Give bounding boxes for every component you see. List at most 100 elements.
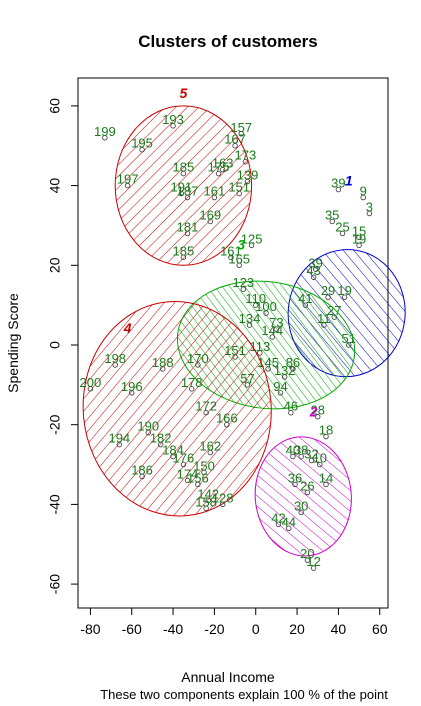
point-label: 158 (195, 494, 217, 509)
data-point (87, 386, 94, 392)
point-label: 14 (319, 470, 333, 485)
point-label: 10 (313, 451, 327, 466)
x-tick-label: -60 (122, 621, 142, 637)
data-point (253, 302, 259, 308)
data-point (290, 453, 296, 460)
data-point (360, 194, 366, 201)
x-tick-label: -20 (204, 621, 224, 637)
point-label: 194 (108, 431, 130, 446)
data-point (139, 473, 145, 480)
point-label: 94 (273, 379, 287, 394)
point-label: 43 (306, 263, 320, 278)
point-label: 3 (366, 199, 373, 214)
point-label: 199 (94, 124, 116, 139)
point-label: 185 (173, 243, 195, 258)
data-point (269, 334, 275, 340)
point-label: 188 (152, 355, 174, 370)
data-point (184, 194, 191, 201)
data-point (356, 242, 362, 249)
point-label: 176 (173, 451, 195, 466)
data-point (219, 501, 226, 508)
data-point (201, 469, 207, 476)
cluster-ellipse (82, 301, 272, 517)
point-label: 172 (195, 399, 217, 414)
data-point (308, 457, 315, 464)
data-point (290, 366, 296, 372)
data-point (273, 326, 280, 332)
y-tick-label: 20 (47, 257, 63, 273)
y-tick-label: -60 (47, 574, 63, 594)
data-point (224, 421, 230, 428)
point-label: 185 (173, 160, 195, 175)
point-label: 178 (181, 375, 203, 390)
x-tick-label: -80 (80, 621, 100, 637)
point-label: 167 (224, 132, 246, 147)
y-tick-label: -40 (47, 494, 63, 514)
data-point (203, 505, 209, 512)
point-label: 39 (308, 255, 322, 270)
point-label: 12 (306, 554, 320, 569)
point-label: 156 (187, 470, 209, 485)
point-label: 169 (199, 207, 221, 222)
data-point (325, 294, 331, 300)
data-point (207, 218, 213, 225)
point-label: 173 (235, 148, 257, 163)
data-point (139, 147, 145, 153)
cluster-label: 2 (309, 404, 318, 420)
data-point (329, 218, 335, 225)
point-label: 46 (284, 399, 298, 414)
data-point (184, 230, 191, 237)
data-point (275, 521, 282, 528)
point-label: 193 (162, 112, 184, 127)
point-label: 162 (199, 439, 221, 454)
cluster-label: 4 (123, 320, 132, 336)
point-label: 151 (228, 180, 250, 195)
point-label: 186 (131, 462, 153, 477)
data-point (129, 390, 135, 396)
point-label: 40 (286, 443, 300, 458)
point-label: 128 (212, 490, 234, 505)
data-point (265, 366, 271, 372)
point-label: 163 (212, 156, 234, 171)
point-label: 26 (300, 478, 314, 493)
point-label: 110 (245, 291, 266, 306)
data-point (288, 410, 294, 416)
data-point (238, 131, 244, 137)
data-point (145, 429, 151, 436)
point-label: 18 (319, 423, 333, 438)
x-tick-label: 40 (331, 621, 347, 637)
data-point (160, 366, 166, 372)
data-point (236, 190, 242, 197)
point-label: 142 (197, 486, 219, 501)
data-point (257, 350, 263, 356)
point-label: 35 (325, 207, 339, 222)
data-point (236, 262, 242, 268)
cluster-label: 1 (345, 173, 353, 189)
data-point (170, 123, 176, 129)
point-label: 187 (177, 184, 199, 199)
point-label: 175 (208, 160, 230, 175)
data-point (356, 234, 362, 241)
data-point (317, 461, 323, 468)
data-point (232, 143, 238, 149)
point-label: 123 (232, 275, 254, 290)
point-label: 15 (352, 223, 366, 238)
x-tick-label: 20 (289, 621, 305, 637)
y-tick-label: -20 (47, 414, 63, 434)
point-label: 182 (150, 431, 172, 446)
data-point (180, 254, 187, 261)
clusters-layer: 3993352515193943291941275111128184038321… (80, 85, 406, 571)
point-label: 191 (170, 180, 192, 195)
y-tick-label: 60 (47, 98, 63, 114)
data-point (180, 170, 187, 177)
data-point (157, 441, 164, 448)
point-label: 100 (255, 299, 277, 314)
point-label: 73 (269, 315, 283, 330)
x-tick-label: -40 (163, 621, 183, 637)
data-point (335, 186, 342, 193)
point-label: 198 (104, 351, 126, 366)
point-label: 38 (294, 443, 308, 458)
